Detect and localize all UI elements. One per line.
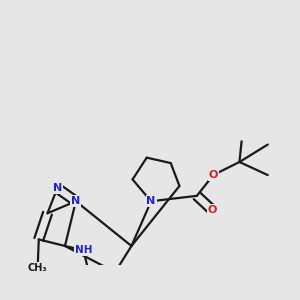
Text: N: N [146,196,156,206]
Text: N: N [53,183,62,193]
Text: N: N [71,196,80,206]
Text: CH₃: CH₃ [28,263,47,273]
Text: O: O [208,170,218,180]
Text: NH: NH [75,245,92,255]
Text: O: O [208,205,217,215]
